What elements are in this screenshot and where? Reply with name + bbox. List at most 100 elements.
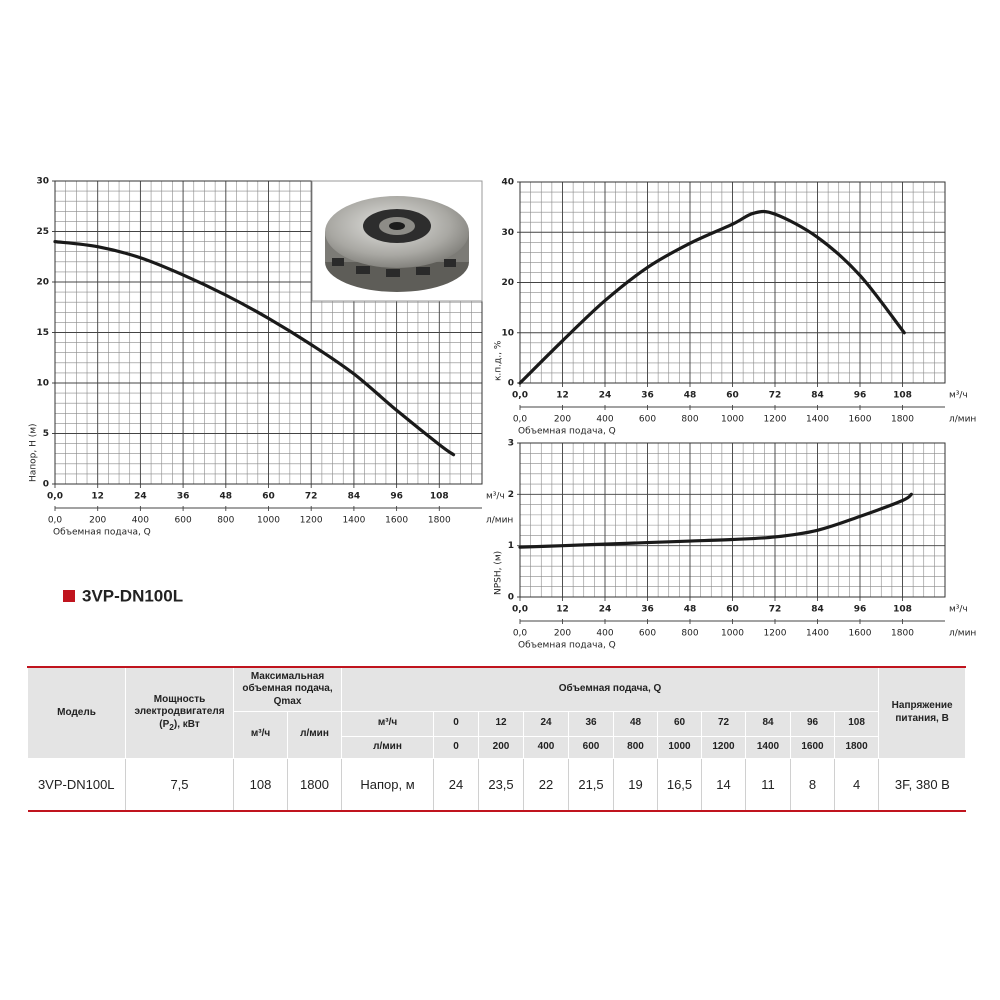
y-axis-label: Напор, H (м) <box>29 423 39 482</box>
y-tick-label: 1 <box>508 541 514 551</box>
x2-tick-label: 600 <box>175 516 192 526</box>
x-tick-label: 96 <box>854 605 867 615</box>
x-unit: м³/ч <box>949 391 968 401</box>
x-tick-label: 84 <box>348 492 361 502</box>
table-cell: 8 <box>790 758 835 811</box>
y-axis-label: к.п.д., % <box>494 340 504 381</box>
y-tick-label: 40 <box>501 178 514 188</box>
header-cell: 1000 <box>657 735 702 759</box>
x-tick-label: 48 <box>684 391 697 401</box>
x-tick-label: 60 <box>726 605 739 615</box>
x2-tick-label: 800 <box>681 415 698 425</box>
x-tick-label: 60 <box>262 492 275 502</box>
table-cell: 3F, 380 В <box>878 758 966 811</box>
header-text: ), кВт <box>173 718 200 730</box>
x-tick-label: 12 <box>91 492 104 502</box>
header-cell: 200 <box>478 735 524 759</box>
x-unit: м³/ч <box>486 492 505 502</box>
y-tick-label: 0 <box>508 593 514 603</box>
x2-tick-label: 0,0 <box>48 516 63 526</box>
x2-tick-label: 600 <box>639 629 656 639</box>
table-cell: 4 <box>833 758 879 811</box>
header-cell: 0 <box>433 710 479 737</box>
x-tick-label: 96 <box>390 492 403 502</box>
table-cell: 7,5 <box>125 758 234 811</box>
header-cell: 72 <box>701 710 746 737</box>
header-cell: 60 <box>657 710 702 737</box>
x2-tick-label: 0,0 <box>513 629 528 639</box>
x2-tick-label: 1800 <box>891 415 914 425</box>
header-cell: 1600 <box>790 735 835 759</box>
x-tick-label: 0,0 <box>512 391 528 401</box>
header-cell: Модель <box>27 666 126 759</box>
x-tick-label: 36 <box>641 391 654 401</box>
x2-tick-label: 200 <box>89 516 106 526</box>
header-cell: Мощность электродвигателя (P2), кВт <box>125 666 234 759</box>
table-cell: 1800 <box>287 758 342 811</box>
x-tick-label: 72 <box>305 492 318 502</box>
x-tick-label: 72 <box>769 605 782 615</box>
y-tick-label: 25 <box>36 227 49 237</box>
x-tick-label: 84 <box>811 391 824 401</box>
x2-tick-label: 400 <box>596 629 613 639</box>
plot-frame <box>54 180 483 485</box>
product-name: 3VP-DN100L <box>82 586 183 605</box>
header-cell: м³/ч <box>341 710 434 737</box>
header-cell: Объемная подача, Q <box>340 666 880 712</box>
header-cell: 84 <box>745 710 791 737</box>
y-tick-label: 3 <box>508 439 514 449</box>
header-cell: 1400 <box>745 735 791 759</box>
y-axis-label: NPSH, (м) <box>494 551 504 595</box>
x2-tick-label: 1400 <box>806 415 829 425</box>
curve <box>518 492 913 549</box>
table-cell: 3VP-DN100L <box>37 776 115 792</box>
header-cell: 400 <box>523 735 569 759</box>
x2-tick-label: 800 <box>681 629 698 639</box>
x2-tick-label: 1400 <box>806 629 829 639</box>
table-cell: 19 <box>613 758 658 811</box>
header-cell: 96 <box>790 710 835 737</box>
header-cell: 108 <box>833 710 880 737</box>
header-text: Мощность электродвигателя (P <box>134 693 225 730</box>
impeller-photo <box>311 180 483 302</box>
y-tick-label: 0 <box>508 379 514 389</box>
x2-unit: л/мин <box>486 516 513 526</box>
x2-unit: л/мин <box>949 629 976 639</box>
header-cell: 1800 <box>833 735 880 759</box>
x2-tick-label: 800 <box>217 516 234 526</box>
header-cell: 1200 <box>701 735 746 759</box>
x-axis-label: Объемная подача, Q <box>518 641 616 651</box>
header-cell: 0 <box>433 735 479 759</box>
header-cell: 36 <box>568 710 614 737</box>
table-cell: 23,5 <box>478 758 524 811</box>
table-cell: 108 <box>233 758 288 811</box>
table-cell: 16,5 <box>657 758 702 811</box>
x-tick-label: 36 <box>177 492 190 502</box>
table-cell: 21,5 <box>568 758 614 811</box>
x-tick-label: 48 <box>684 605 697 615</box>
x2-tick-label: 1000 <box>257 516 280 526</box>
y-tick-label: 15 <box>36 328 49 338</box>
x-tick-label: 96 <box>854 391 867 401</box>
x-tick-label: 24 <box>599 605 612 615</box>
x-tick-label: 12 <box>556 605 569 615</box>
header-cell: 12 <box>478 710 524 737</box>
x-tick-label: 108 <box>893 605 912 615</box>
x-tick-label: 24 <box>599 391 612 401</box>
x-unit: м³/ч <box>949 605 968 615</box>
x2-tick-label: 1400 <box>342 516 365 526</box>
x2-tick-label: 1800 <box>891 629 914 639</box>
x2-tick-label: 1000 <box>721 415 744 425</box>
y-tick-label: 2 <box>508 490 514 500</box>
y-tick-label: 20 <box>501 278 514 288</box>
x-tick-label: 108 <box>893 391 912 401</box>
header-cell: Максимальная объемная подача, Qmax <box>233 666 342 712</box>
table-cell: 11 <box>745 758 791 811</box>
table-cell: 24 <box>433 758 479 811</box>
x2-tick-label: 400 <box>596 415 613 425</box>
x2-tick-label: 200 <box>554 415 571 425</box>
header-cell: Напряжение питания, В <box>878 666 967 759</box>
y-tick-label: 10 <box>36 379 49 389</box>
x-tick-label: 0,0 <box>47 492 63 502</box>
y-tick-label: 0 <box>43 480 49 490</box>
